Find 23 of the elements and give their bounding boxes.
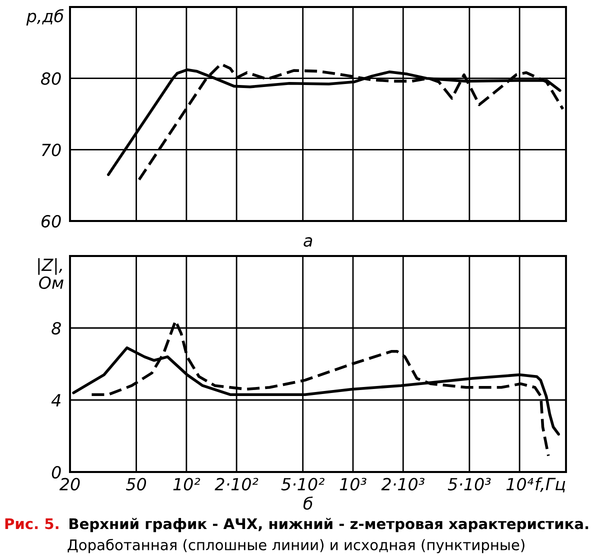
y-tick-label: 0 — [52, 466, 61, 479]
y-tick-label: 60 — [42, 214, 61, 228]
x-tick-label: 10⁴ — [506, 478, 534, 490]
text: б — [303, 496, 313, 510]
x-tick-label: 5·10² — [281, 478, 324, 490]
text: а — [304, 237, 312, 247]
x-axis-title: f,Гц — [536, 477, 566, 492]
text: Доработанная (сплошные линии) и исходная (пунктирные) — [68, 538, 524, 554]
y-tick-label: 8 — [52, 322, 61, 335]
text: Рис. 5. — [5, 518, 58, 530]
y-axis-title: p,дб — [26, 9, 64, 26]
y-tick-label: 4 — [51, 394, 60, 406]
x-tick-label: 2·10² — [214, 478, 258, 490]
text: Верхний график - АЧХ, нижний - z-метровая характеристика. — [70, 518, 588, 532]
x-tick-label: 10² — [173, 478, 200, 490]
y-tick-label: 70 — [42, 144, 61, 156]
y-tick-label: 80 — [41, 72, 61, 85]
x-tick-label: 50 — [126, 478, 146, 490]
y-axis-title: |Z|, Ом — [38, 258, 64, 289]
x-tick-label: 5·10³ — [448, 478, 491, 490]
x-tick-label: 2·10³ — [381, 478, 424, 490]
x-tick-label: 20 — [59, 478, 80, 490]
x-tick-label: 10³ — [340, 478, 366, 490]
